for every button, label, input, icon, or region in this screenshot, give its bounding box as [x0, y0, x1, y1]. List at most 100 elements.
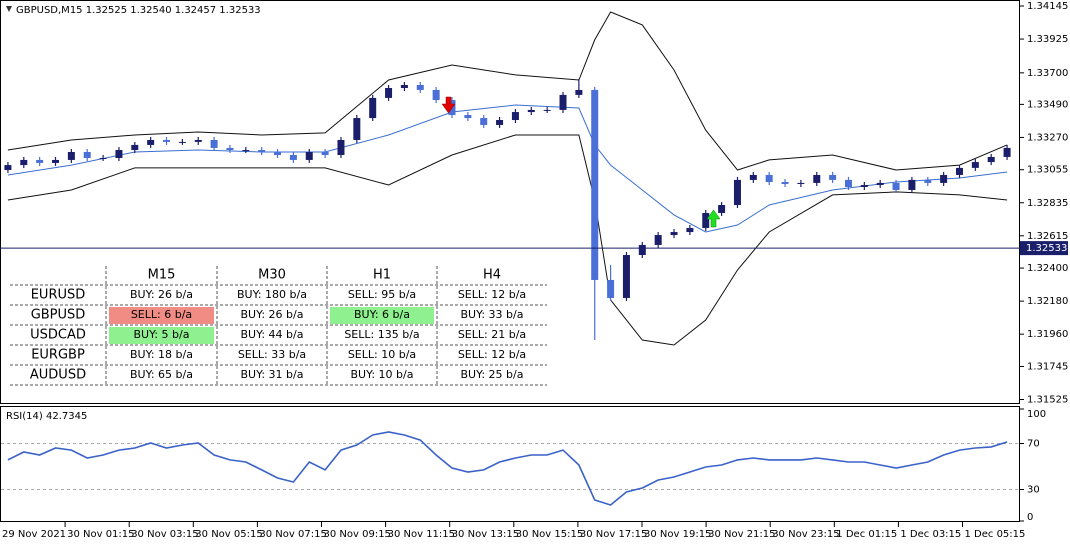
x-tick-label: 30 Nov 01:15	[67, 529, 134, 540]
candle-body	[813, 174, 821, 183]
candle-body	[765, 174, 773, 183]
candle-body	[67, 151, 75, 160]
candle-body	[797, 182, 805, 184]
row-symbol: GBPUSD	[31, 308, 86, 323]
candle-body	[210, 139, 218, 148]
x-tick-label: 30 Nov 11:15	[388, 529, 455, 540]
candle-body	[52, 159, 60, 163]
candle-body	[258, 150, 266, 152]
cell: BUY: 26 b/a	[241, 308, 304, 321]
cell: SELL: 95 b/a	[348, 288, 416, 301]
y-tick-label: 1.32400	[1027, 263, 1068, 274]
candle-body	[353, 118, 361, 140]
chart-title: GBPUSD,M15 1.32525 1.32540 1.32457 1.325…	[16, 5, 261, 16]
cell: BUY: 5 b/a	[134, 328, 190, 341]
candle-body	[226, 147, 234, 151]
candle-body	[274, 151, 282, 155]
x-tick-label: 1 Dec 01:15	[836, 529, 897, 540]
column-header: M30	[258, 268, 286, 283]
y-tick-label: 1.32615	[1027, 231, 1068, 242]
y-tick-label: 1.32180	[1027, 296, 1068, 307]
cell: SELL: 33 b/a	[238, 348, 306, 361]
candle-body	[305, 151, 313, 160]
price-label-box	[1020, 241, 1068, 256]
cell: BUY: 6 b/a	[354, 308, 410, 321]
candle-body	[607, 279, 615, 298]
x-tick-label: 30 Nov 19:15	[644, 529, 711, 540]
candle-body	[99, 157, 107, 159]
candle-body	[924, 179, 932, 183]
candle-body	[337, 139, 345, 155]
cell: BUY: 180 b/a	[237, 288, 307, 301]
y-tick-label: 30	[1027, 485, 1040, 496]
x-tick-label: 30 Nov 05:15	[195, 529, 262, 540]
candle-body	[178, 141, 186, 143]
cell: BUY: 31 b/a	[241, 368, 304, 381]
signal-table: M15 M30 H1 H4 EURUSD BUY: 26 b/a BUY: 180 b/a S…	[10, 266, 547, 386]
candle-body	[464, 115, 472, 119]
candle-body	[242, 150, 250, 152]
candle-body	[163, 139, 171, 142]
x-tick-label: 1 Dec 05:15	[965, 529, 1026, 540]
candle-body	[20, 159, 28, 166]
row-symbol: AUDUSD	[30, 368, 86, 383]
x-tick-label: 30 Nov 07:15	[259, 529, 326, 540]
x-tick-label: 30 Nov 03:15	[131, 529, 198, 540]
cell-highlight	[109, 327, 214, 344]
cell: SELL: 12 b/a	[458, 348, 526, 361]
y-tick-label: 1.33925	[1027, 34, 1068, 45]
buy-arrow	[706, 209, 721, 228]
y-tick-label: 70	[1027, 439, 1040, 450]
y-tick-label: 1.31525	[1027, 394, 1068, 405]
candle-body	[971, 162, 979, 168]
candle-body	[543, 109, 551, 111]
y-tick-label: 1.33700	[1027, 68, 1068, 79]
rsi-title: RSI(14) 42.7345	[6, 411, 87, 422]
cell: BUY: 10 b/a	[351, 368, 414, 381]
x-tick-label: 30 Nov 09:15	[324, 529, 391, 540]
candle-body	[987, 156, 995, 163]
candle-body	[860, 185, 868, 187]
candle-body	[844, 179, 852, 187]
y-tick-label: 1.31745	[1027, 361, 1068, 372]
candle-body	[527, 109, 535, 113]
y-tick-label: 0	[1027, 512, 1033, 523]
candle-body	[480, 118, 488, 125]
rsi-line	[7, 431, 1008, 506]
y-tick-label: 100	[1027, 409, 1046, 420]
cell: BUY: 18 b/a	[130, 348, 193, 361]
y-tick-label: 1.33490	[1027, 99, 1068, 110]
cell: BUY: 25 b/a	[461, 368, 524, 381]
row-symbol: USDCAD	[30, 328, 86, 343]
y-tick-label: 1.31960	[1027, 329, 1068, 340]
cell: BUY: 44 b/a	[241, 328, 304, 341]
candle-body	[575, 89, 583, 95]
rsi-panel-border	[0, 406, 1020, 522]
cell: SELL: 6 b/a	[131, 308, 192, 321]
cell-highlight	[330, 307, 434, 324]
x-tick-label: 30 Nov 17:15	[580, 529, 647, 540]
candle-body	[702, 212, 710, 228]
cell: SELL: 21 b/a	[458, 328, 526, 341]
column-header: H1	[373, 268, 391, 283]
candle-body	[1003, 147, 1011, 157]
title-icon	[6, 6, 12, 12]
candle-body	[876, 182, 884, 186]
main-panel-border	[0, 0, 1020, 404]
candle-body	[638, 244, 646, 256]
candle-body	[194, 139, 202, 142]
cell: SELL: 12 b/a	[458, 288, 526, 301]
cell: BUY: 26 b/a	[130, 288, 193, 301]
y-tick-label: 1.33055	[1027, 165, 1068, 176]
candle-body	[940, 174, 948, 183]
candle-body	[670, 232, 678, 236]
sell-arrow	[441, 96, 456, 114]
candle-body	[289, 154, 297, 160]
candle-body	[36, 159, 44, 163]
candle-body	[829, 174, 837, 180]
x-tick-label: 30 Nov 23:15	[772, 529, 839, 540]
price-label: 1.32533	[1026, 243, 1067, 254]
candle-body	[385, 88, 393, 98]
candle-body	[892, 182, 900, 190]
y-tick-label: 1.34145	[1027, 1, 1068, 12]
